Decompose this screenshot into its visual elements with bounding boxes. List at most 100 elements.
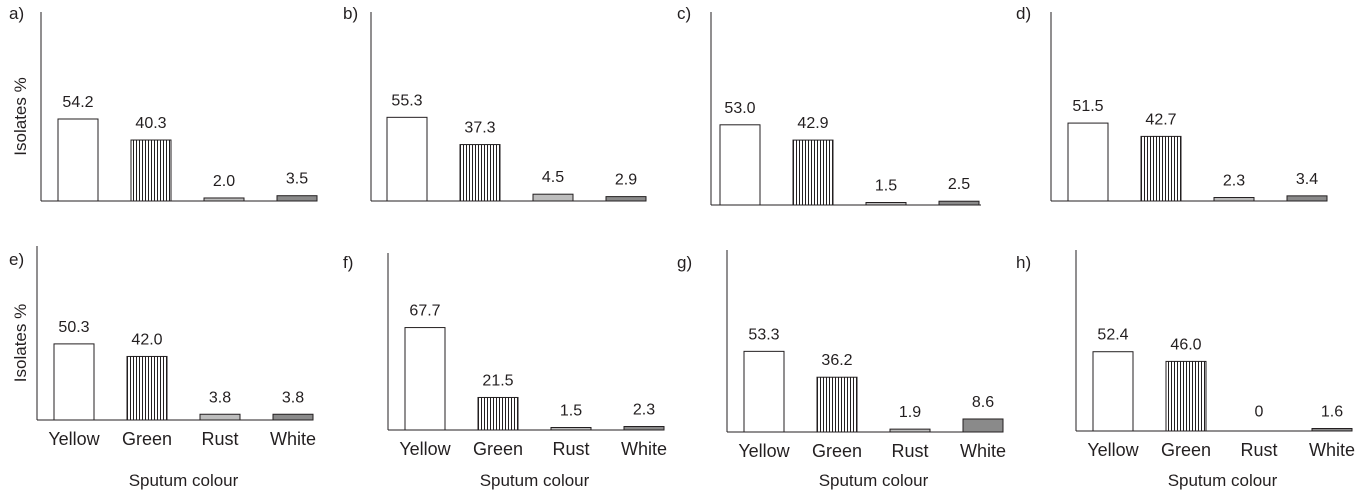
value-label-yellow: 53.0 [724,100,755,117]
value-label-green: 21.5 [482,372,513,389]
panel-label: f) [343,253,353,272]
value-label-green: 42.9 [797,115,828,132]
bar-rust [532,193,574,202]
chart-panel-2: b) 55.3 37.3 4.5 2.9 [343,4,647,202]
value-label-yellow: 51.5 [1072,98,1103,115]
bar-yellow [386,116,428,202]
x-axis-title: Sputum colour [1168,471,1278,490]
value-label-white: 8.6 [972,394,994,411]
tick-label-green: Green [812,441,862,461]
tick-label-yellow: Yellow [399,439,451,459]
value-label-white: 2.9 [615,172,637,189]
value-label-rust: 1.9 [899,404,921,421]
panel-label: h) [1016,253,1031,272]
panel-label: g) [677,253,692,272]
bar-green [459,144,501,202]
value-label-white: 2.5 [948,176,970,193]
tick-label-white: White [621,439,667,459]
bar-rust [889,428,931,433]
tick-label-rust: Rust [1240,440,1277,460]
x-axis-title: Sputum colour [129,471,239,490]
bar-yellow [1067,122,1109,202]
chart-panel-8: h) 52.4 Yellow 46.0 Green 0 Rust 1.6 White Sputum… [1016,250,1355,490]
bar-yellow [1092,351,1134,432]
tick-label-rust: Rust [891,441,928,461]
bar-white [1286,195,1328,202]
chart-panel-7: g) 53.3 Yellow 36.2 Green 1.9 Rust 8.6 White Sput… [677,250,1006,490]
value-label-yellow: 54.2 [62,94,93,111]
value-label-green: 42.0 [131,331,162,348]
bar-rust [865,202,907,206]
chart-panel-5: e) 50.3 Yellow 42.0 Green 3.8 Rust 3.8 White Isol… [9,246,316,490]
value-label-green: 36.2 [821,352,852,369]
tick-label-white: White [270,429,316,449]
bar-green [1140,135,1182,202]
value-label-white: 3.8 [282,389,304,406]
value-label-rust: 3.8 [209,389,231,406]
bar-white [938,200,980,206]
value-label-white: 2.3 [633,402,655,419]
bar-white [605,196,647,202]
chart-panel-4: d) 51.5 42.7 2.3 3.4 [1016,4,1328,202]
tick-label-yellow: Yellow [1087,440,1139,460]
chart-panel-6: f) 67.7 Yellow 21.5 Green 1.5 Rust 2.3 White Sput… [343,253,667,490]
bar-green [126,355,168,421]
chart-panel-1: a) 54.2 40.3 2.0 3.5 Isolates % [9,4,318,202]
bar-white [623,426,665,431]
x-axis-title: Sputum colour [480,471,590,490]
bar-white [962,418,1004,433]
bar-rust [203,197,245,202]
value-label-yellow: 55.3 [391,92,422,109]
value-label-yellow: 52.4 [1097,327,1128,344]
value-label-green: 40.3 [135,115,166,132]
bar-green [1165,360,1207,432]
value-label-white: 1.6 [1321,404,1343,421]
bar-rust [550,427,592,431]
value-label-rust: 1.5 [560,403,582,420]
panel-label: d) [1016,4,1031,23]
value-label-green: 42.7 [1145,111,1176,128]
bar-yellow [719,124,761,206]
value-label-rust: 2.0 [213,173,235,190]
y-axis-title: Isolates % [11,304,30,382]
tick-label-white: White [960,441,1006,461]
bar-green [792,139,834,206]
value-label-rust: 0 [1255,404,1264,421]
tick-label-green: Green [122,429,172,449]
bar-white [276,195,318,202]
chart-panel-3: c) 53.0 42.9 1.5 2.5 [677,4,981,206]
bar-white [1311,428,1353,432]
tick-label-rust: Rust [552,439,589,459]
value-label-rust: 2.3 [1223,173,1245,190]
tick-label-green: Green [473,439,523,459]
panel-label: a) [9,4,24,23]
value-label-white: 3.5 [286,171,308,188]
value-label-white: 3.4 [1296,171,1318,188]
tick-label-yellow: Yellow [48,429,100,449]
value-label-rust: 1.5 [875,178,897,195]
bar-green [130,139,172,202]
bar-green [816,376,858,433]
bar-white [272,413,314,421]
bar-rust [199,413,241,421]
panel-label: e) [9,250,24,269]
value-label-green: 46.0 [1170,336,1201,353]
bar-yellow [743,350,785,433]
x-axis-title: Sputum colour [819,471,929,490]
tick-label-rust: Rust [201,429,238,449]
value-label-yellow: 50.3 [58,319,89,336]
value-label-green: 37.3 [464,120,495,137]
value-label-yellow: 67.7 [409,303,440,320]
value-label-yellow: 53.3 [748,326,779,343]
tick-label-yellow: Yellow [738,441,790,461]
bar-yellow [53,343,95,421]
panel-label: c) [677,4,691,23]
bar-yellow [404,327,446,431]
bar-green [477,396,519,431]
value-label-rust: 4.5 [542,169,564,186]
tick-label-green: Green [1161,440,1211,460]
y-axis-title: Isolates % [11,77,30,155]
tick-label-white: White [1309,440,1355,460]
panel-label: b) [343,4,358,23]
